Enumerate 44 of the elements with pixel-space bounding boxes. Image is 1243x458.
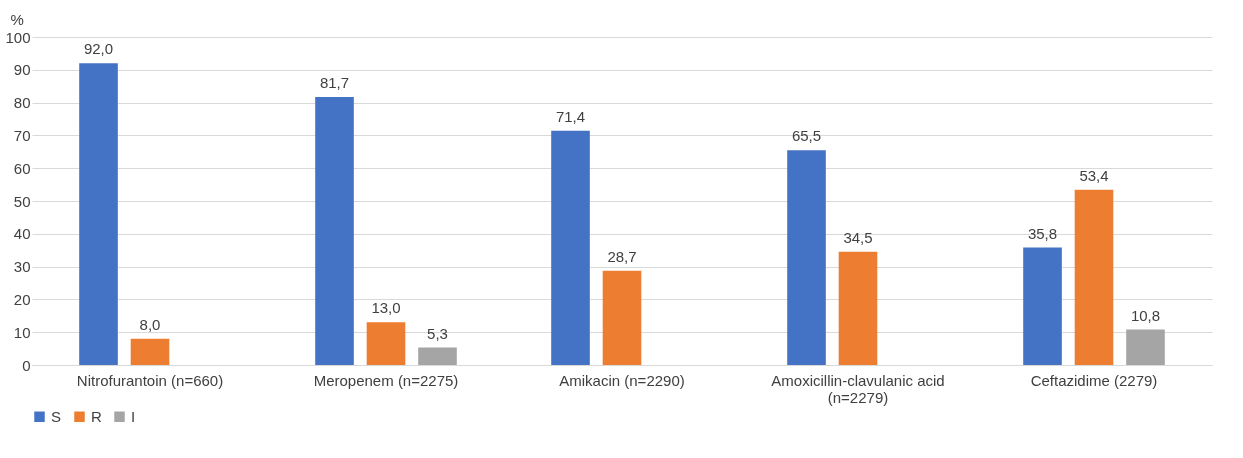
bar [418,347,457,365]
legend-label: I [131,407,136,425]
bar [79,63,118,365]
y-tick-label: 40 [13,225,31,243]
y-tick-label: 90 [13,61,31,79]
data-label: 53,4 [1079,166,1109,184]
bar [1023,247,1062,365]
y-tick-label: 20 [13,290,31,308]
y-tick-label: 80 [13,94,31,112]
bar [1074,189,1114,365]
legend-label: S [51,407,62,425]
y-tick-label: 50 [13,192,31,210]
data-label: 35,8 [1027,224,1058,242]
data-label: 28,7 [607,247,637,265]
x-tick-label: Meropenem (n=2275) [313,371,459,389]
x-tick-label: Amoxicillin-clavulanic acid (n=2279) [771,371,945,406]
y-tick-label: 70 [13,126,31,144]
data-label: 65,5 [791,127,822,145]
y-tick-label: 10 [13,323,31,341]
data-label: 5,3 [427,324,448,342]
y-tick-label: 60 [13,159,31,177]
x-tick-label: Ceftazidime (2279) [1030,371,1158,389]
x-tick-label: Nitrofurantoin (n=660) [76,371,224,389]
bar [787,150,826,365]
data-label: 34,5 [843,228,873,246]
y-tick-label: 0 [22,356,31,374]
bar [551,130,590,365]
bar [366,322,406,365]
bar [130,338,170,365]
y-tick-label: 100 [5,28,31,46]
data-label: 92,0 [83,40,114,58]
data-label: 81,7 [319,74,350,92]
legend-label: R [91,407,102,425]
x-tick-label: Amikacin (n=2290) [559,371,685,389]
bar [1126,329,1165,365]
data-label: 10,8 [1130,306,1161,324]
bar [315,97,354,365]
bar [602,270,642,365]
y-axis-title: % [10,10,24,28]
data-label: 8,0 [139,315,161,333]
bar [838,251,878,365]
y-tick-label: 30 [13,258,31,276]
data-label: 71,4 [555,107,586,125]
data-label: 13,0 [371,299,401,317]
